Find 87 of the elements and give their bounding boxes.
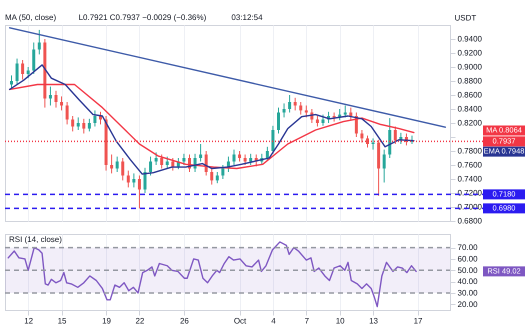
candlestick — [216, 172, 219, 184]
x-tick-label: 12 — [24, 316, 34, 326]
candlestick — [394, 126, 397, 144]
y-tick-label: 50.00 — [458, 266, 478, 275]
candlestick — [138, 175, 141, 209]
candlestick — [132, 172, 136, 188]
candlestick — [110, 154, 114, 174]
x-tick-label: 19 — [102, 316, 112, 326]
y-tick-label: 0.8400 — [458, 104, 483, 114]
candlestick — [26, 66, 30, 79]
y-tick-label: 0.7400 — [458, 174, 483, 184]
y-axis-title: USDT — [454, 14, 476, 22]
candlestick — [82, 118, 86, 134]
y-tick-label: 0.9200 — [458, 48, 483, 58]
candlestick — [32, 42, 36, 74]
candlestick — [316, 116, 319, 127]
candlestick — [360, 130, 364, 144]
y-tick-label: 30.00 — [458, 288, 478, 298]
candlestick — [171, 158, 174, 172]
candlestick — [166, 156, 169, 169]
x-tick-label: 4 — [271, 316, 276, 326]
text: MA (50, close) — [5, 13, 56, 22]
candlestick — [182, 153, 186, 166]
candlestick — [266, 146, 269, 162]
candlestick — [48, 86, 52, 106]
y-tick-label: 40.00 — [458, 277, 478, 286]
candlestick — [210, 168, 214, 186]
x-tick-label: 15 — [58, 316, 68, 326]
x-tick-label: 10 — [336, 316, 346, 326]
candlestick — [121, 158, 124, 181]
candlestick — [160, 154, 164, 169]
candlestick — [21, 60, 24, 80]
candlestick — [349, 107, 352, 120]
candlestick — [126, 170, 130, 188]
candlestick — [238, 150, 242, 162]
y-tick-label: 20.00 — [458, 300, 478, 309]
y-tick-label: 0.8800 — [458, 76, 483, 86]
candlestick — [199, 144, 202, 162]
candlestick — [276, 107, 280, 134]
candlestick — [10, 74, 13, 90]
candlestick — [143, 167, 146, 194]
y-tick-label: 0.6800 — [458, 216, 483, 226]
candlestick — [299, 102, 302, 116]
y-tick-label: 0.9400 — [458, 34, 483, 44]
y-tick-label: 0.9000 — [458, 62, 483, 72]
candlestick — [38, 29, 41, 55]
candlestick — [71, 116, 74, 132]
candlestick — [366, 135, 369, 148]
candlestick — [149, 156, 152, 176]
y-tick-label: 0.8600 — [458, 90, 483, 100]
candlestick — [66, 102, 69, 125]
candlestick — [288, 94, 292, 113]
candlestick — [321, 114, 324, 126]
candlestick — [88, 118, 91, 132]
candlestick — [304, 105, 308, 118]
text: 03:12:54 — [231, 13, 264, 22]
candlestick — [332, 112, 336, 122]
candlestick — [60, 96, 64, 111]
candlestick — [382, 149, 386, 183]
candlestick — [271, 125, 274, 154]
candlestick — [221, 164, 224, 180]
x-tick-label: 26 — [180, 316, 190, 326]
x-tick-label: 13 — [369, 316, 379, 326]
y-tick-label: 60.00 — [458, 254, 478, 264]
candlestick — [154, 152, 158, 166]
candlestick — [372, 138, 375, 150]
candlestick — [16, 58, 19, 85]
text: L0.7921 C0.7937 −0.0029 (−0.36%) — [78, 13, 207, 22]
candlestick — [344, 105, 347, 118]
y-tick-label: 0.7600 — [458, 160, 483, 170]
candlestick — [244, 154, 247, 166]
candlestick — [282, 102, 286, 118]
y-tick-label: 0.7800 — [458, 146, 483, 156]
candlestick — [54, 90, 58, 108]
candlestick — [249, 153, 252, 166]
x-tick-label: 22 — [135, 316, 145, 326]
candlestick — [232, 149, 236, 166]
x-tick-label: Oct — [234, 316, 248, 326]
y-tick-label: 70.00 — [458, 243, 478, 252]
chart-title: RSI (14, close) — [9, 235, 62, 244]
y-tick-label: 0.8200 — [458, 118, 483, 128]
candlestick — [76, 116, 80, 130]
candlestick — [116, 156, 119, 172]
candlestick — [294, 97, 297, 111]
x-tick-label: 7 — [304, 316, 310, 326]
candlestick — [93, 110, 96, 127]
x-tick-label: 17 — [414, 316, 424, 326]
